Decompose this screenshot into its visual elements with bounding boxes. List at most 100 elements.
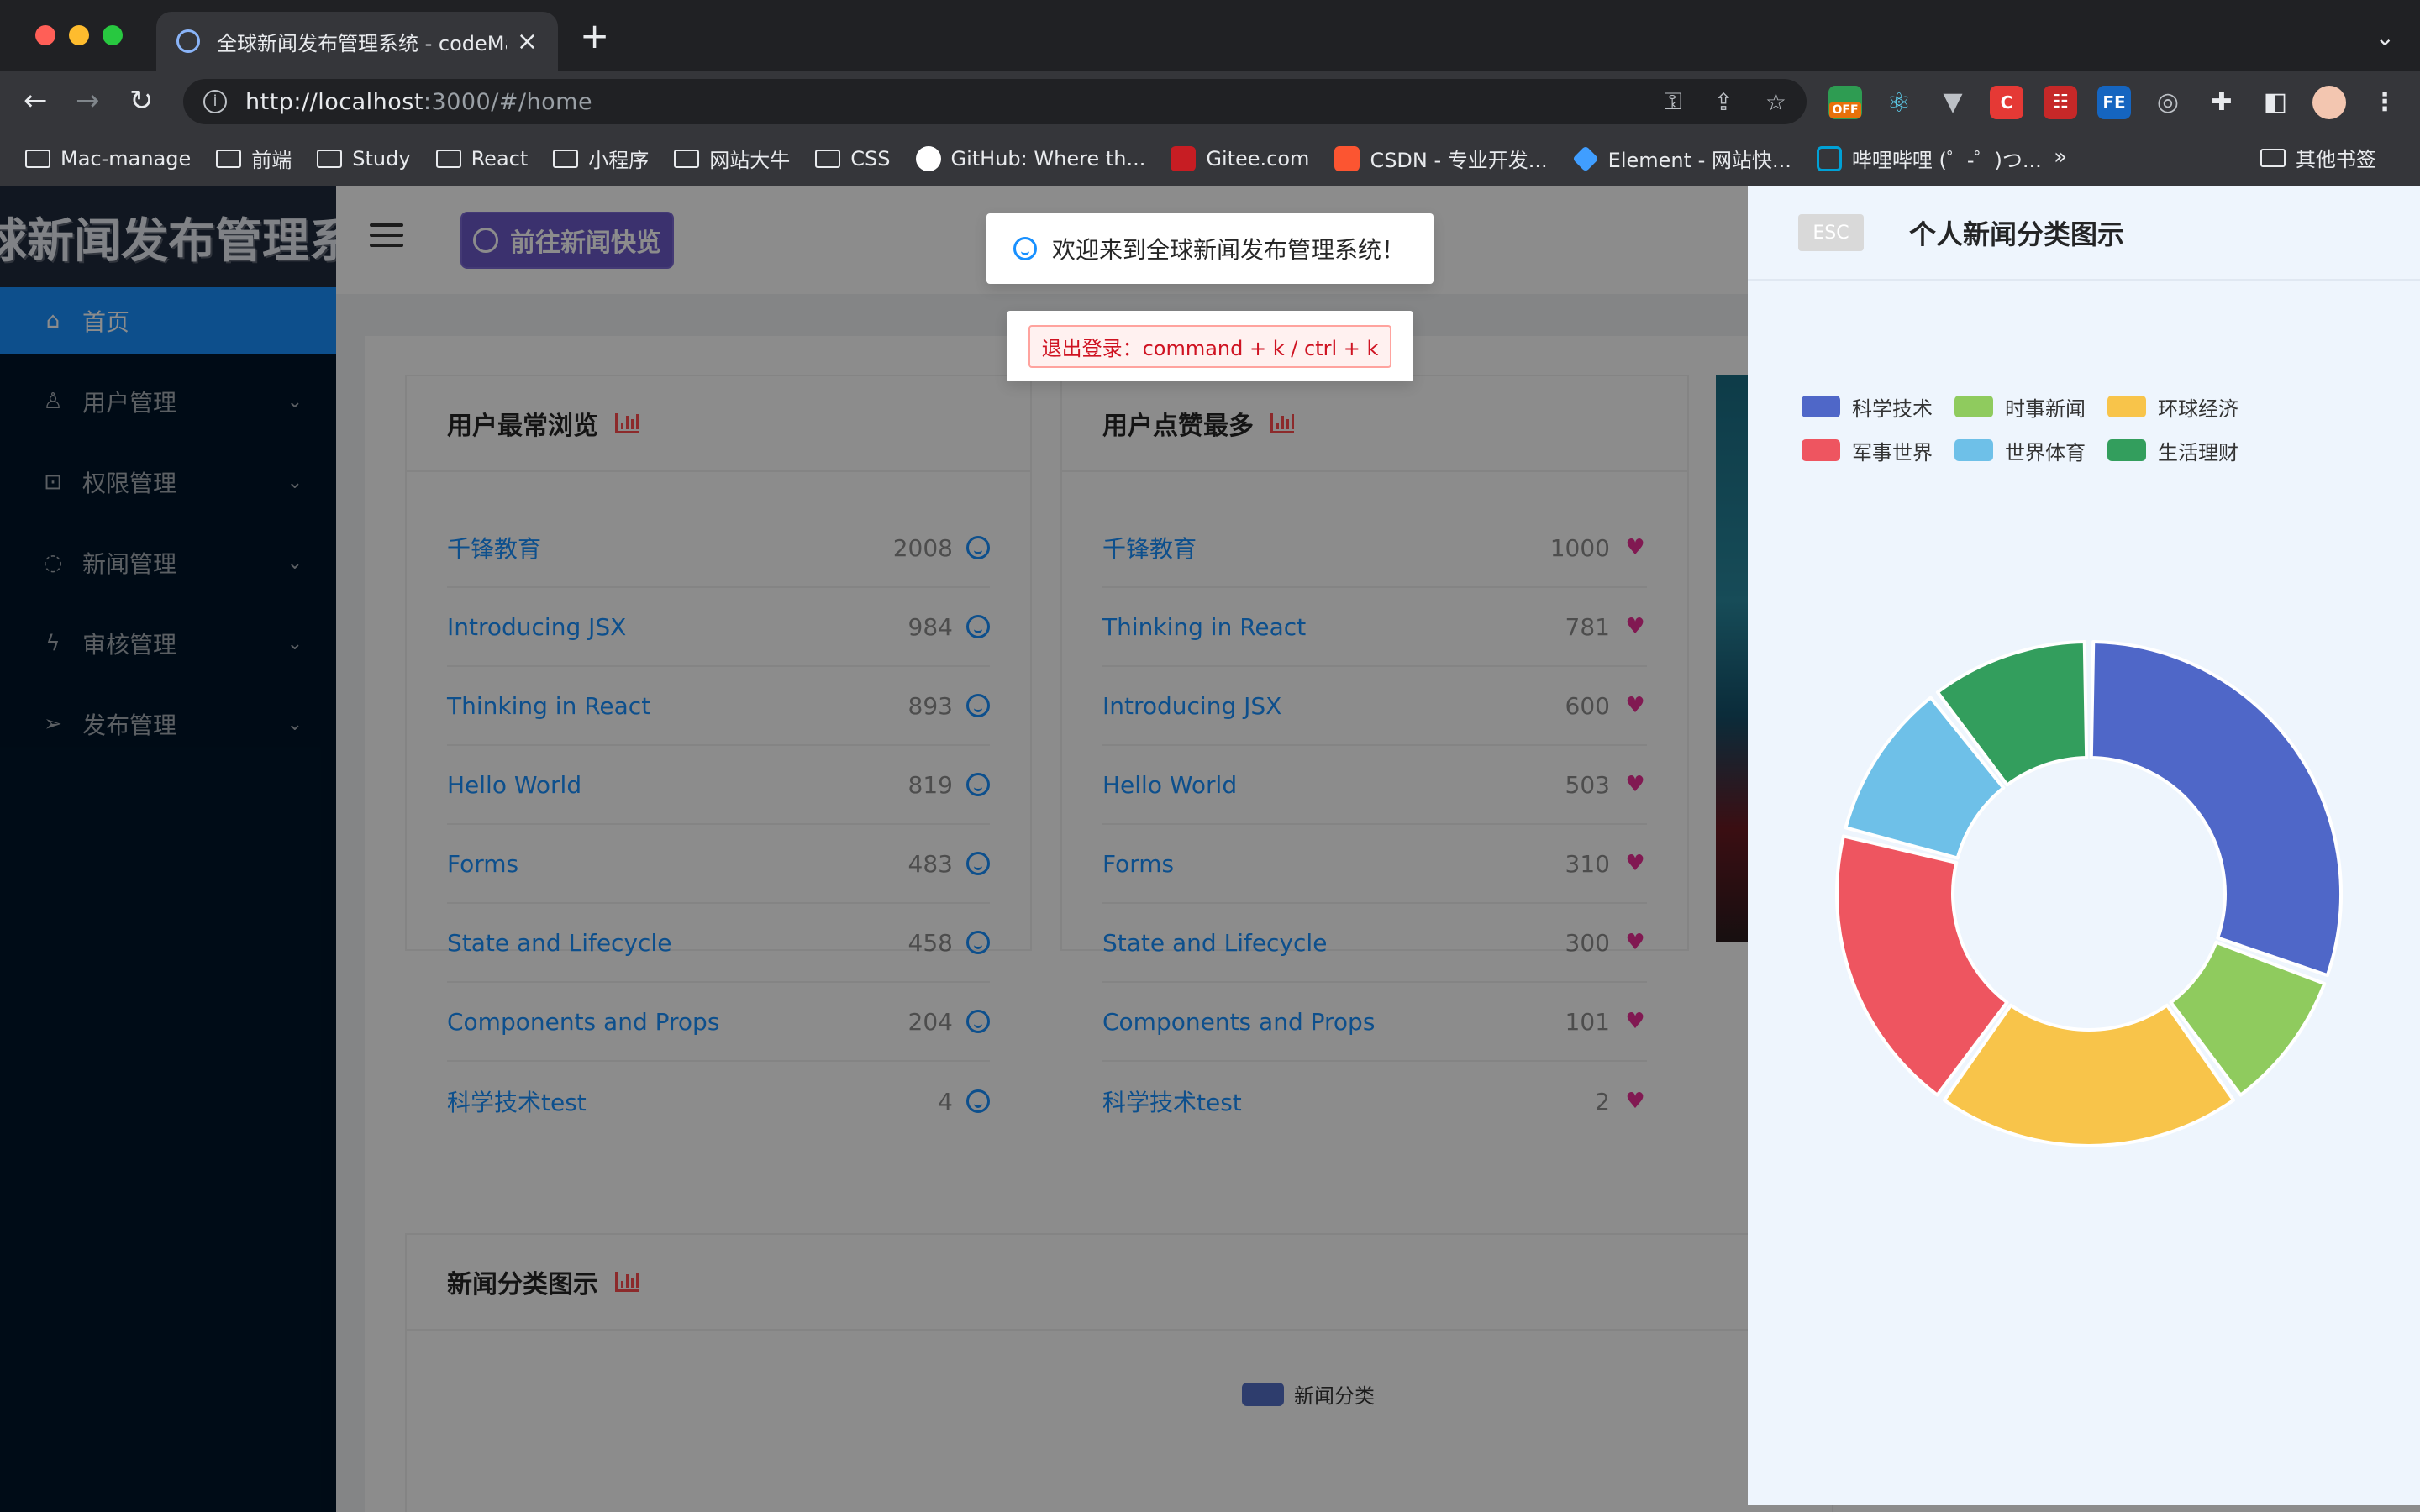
share-icon[interactable]: ⇪: [1713, 87, 1733, 116]
address-bar[interactable]: i http://localhost:3000/#/home ⚿ ⇪ ☆: [183, 79, 1807, 124]
star-icon[interactable]: ☆: [1765, 87, 1786, 116]
window-zoom-button[interactable]: [103, 25, 123, 45]
legend-item[interactable]: 世界体育: [1954, 428, 2086, 472]
sidebar-item-news[interactable]: ◌ 新闻管理 ⌄: [0, 529, 336, 596]
sidebar-item-audit[interactable]: ϟ 审核管理 ⌄: [0, 610, 336, 677]
legend-swatch: [1802, 439, 1840, 461]
bookmark-github[interactable]: GitHub: Where th...: [915, 145, 1146, 171]
news-link[interactable]: State and Lifecycle: [1102, 928, 1328, 957]
browser-tab[interactable]: 全球新闻发布管理系统 - codeMa ×: [156, 12, 558, 71]
welcome-message: 欢迎来到全球新闻发布管理系统！: [986, 213, 1434, 284]
sidebar-item-users[interactable]: ♙ 用户管理 ⌄: [0, 368, 336, 435]
news-link[interactable]: Thinking in React: [447, 691, 651, 720]
chevron-down-icon: ⌄: [287, 552, 302, 574]
news-link[interactable]: 科学技术test: [447, 1089, 587, 1116]
tab-search-icon[interactable]: ⌄: [2375, 24, 2395, 51]
forward-icon[interactable]: →: [76, 84, 100, 118]
like-count: 781: [1565, 612, 1610, 641]
news-link[interactable]: Hello World: [447, 770, 582, 799]
legend-item[interactable]: 科学技术: [1802, 385, 1933, 428]
bookmark-label: GitHub: Where th...: [950, 146, 1146, 171]
pie-slice-6[interactable]: [1935, 640, 2089, 787]
news-link[interactable]: Components and Props: [1102, 1007, 1376, 1036]
bookmark-miniprogram[interactable]: 小程序: [553, 144, 649, 173]
key-icon[interactable]: ⚿: [1664, 87, 1682, 115]
news-link[interactable]: State and Lifecycle: [447, 928, 672, 957]
bookmark-react[interactable]: React: [435, 147, 528, 171]
view-count: 893: [908, 691, 953, 720]
avatar[interactable]: [2312, 86, 2346, 119]
pie-slice-3[interactable]: [1942, 1003, 2236, 1148]
legend-item[interactable]: 环球经济: [2107, 385, 2238, 428]
bar-chart-icon: [615, 1272, 639, 1292]
heart-icon: ♥: [1625, 1089, 1645, 1114]
puzzle-red-icon[interactable]: ☷: [2044, 86, 2077, 119]
news-link[interactable]: Introducing JSX: [447, 612, 627, 641]
window-minimize-button[interactable]: [69, 25, 89, 45]
folder-icon: [553, 149, 579, 168]
go-news-button[interactable]: 前往新闻快览: [460, 212, 674, 269]
news-link[interactable]: Hello World: [1102, 770, 1238, 799]
list-item: Components and Props 204: [447, 983, 990, 1062]
bookmark-mac-manage[interactable]: Mac-manage: [25, 147, 191, 171]
sidebar-item-publish[interactable]: ➢ 发布管理 ⌄: [0, 690, 336, 758]
pie-slice-1[interactable]: [2089, 640, 2343, 978]
target-icon[interactable]: ◎: [2156, 87, 2180, 117]
welcome-text: 欢迎来到全球新闻发布管理系统！: [1052, 236, 1406, 264]
reload-icon[interactable]: ↻: [129, 84, 154, 118]
smile-icon: [966, 1089, 990, 1113]
side-panel-icon[interactable]: ◧: [2263, 87, 2288, 117]
sidebar-item-label: 权限管理: [82, 470, 177, 497]
legend-item[interactable]: 时事新闻: [1954, 385, 2086, 428]
window-close-button[interactable]: [35, 25, 55, 45]
bookmark-csdn[interactable]: CSDN - 专业开发...: [1334, 144, 1548, 173]
sidebar-item-label: 新闻管理: [82, 550, 177, 578]
pie-slice-5[interactable]: [1844, 696, 2006, 860]
pie-slice-4[interactable]: [1835, 834, 2009, 1097]
smile-icon: [966, 615, 990, 638]
news-link[interactable]: Components and Props: [447, 1007, 720, 1036]
more-menu-icon[interactable]: ⋮: [2372, 87, 2397, 117]
news-link[interactable]: 千锋教育: [447, 535, 542, 563]
news-category-legend[interactable]: 新闻分类: [1242, 1379, 1375, 1409]
bookmark-element[interactable]: Element - 网站快...: [1571, 144, 1791, 173]
news-link[interactable]: 千锋教育: [1102, 535, 1197, 563]
legend-item[interactable]: 生活理财: [2107, 428, 2238, 472]
bookmarks-overflow-icon[interactable]: »: [2054, 144, 2067, 170]
vue-devtools-icon[interactable]: ▼: [1943, 87, 1963, 117]
extensions-icon[interactable]: ✚: [2211, 87, 2233, 117]
legend-item[interactable]: 军事世界: [1802, 428, 1933, 472]
bookmark-frontend[interactable]: 前端: [216, 144, 292, 173]
bookmark-label: Gitee.com: [1206, 146, 1310, 171]
site-info-icon[interactable]: i: [203, 90, 227, 113]
new-tab-button[interactable]: +: [580, 15, 610, 56]
bookmark-css[interactable]: CSS: [815, 147, 891, 171]
news-link[interactable]: Introducing JSX: [1102, 691, 1282, 720]
fe-extension-icon[interactable]: FE: [2097, 86, 2131, 119]
bookmark-other[interactable]: 其他书签: [2260, 143, 2376, 172]
esc-close-button[interactable]: ESC: [1798, 214, 1864, 251]
legend-label: 环球经济: [2158, 396, 2238, 421]
bookmark-study[interactable]: Study: [317, 147, 411, 171]
bookmark-gitee[interactable]: Gitee.com: [1171, 145, 1310, 171]
bookmark-experts[interactable]: 网站大牛: [674, 144, 790, 173]
sidebar-item-permissions[interactable]: ⊡ 权限管理 ⌄: [0, 449, 336, 516]
csdn-extension-icon[interactable]: C: [1990, 86, 2023, 119]
react-devtools-icon[interactable]: ⚛: [1886, 87, 1912, 118]
heart-icon: ♥: [1625, 772, 1645, 797]
sidebar-item-home[interactable]: ⌂ 首页: [0, 287, 336, 354]
menu-fold-icon[interactable]: [370, 223, 403, 254]
news-link[interactable]: Forms: [447, 849, 519, 878]
tab-close-icon[interactable]: ×: [516, 26, 538, 56]
news-link[interactable]: Forms: [1102, 849, 1175, 878]
pie-slice-2[interactable]: [2169, 940, 2327, 1097]
news-link[interactable]: 科学技术test: [1102, 1089, 1242, 1116]
off-extension-icon[interactable]: OFF: [1828, 86, 1862, 119]
bookmark-bilibili[interactable]: 哔哩哔哩 (゜-゜)つ...: [1816, 144, 2042, 173]
element-icon: [1571, 144, 1599, 172]
url-text[interactable]: http://localhost:3000/#/home: [245, 89, 1632, 115]
back-icon[interactable]: ←: [24, 84, 48, 118]
news-link[interactable]: Thinking in React: [1102, 612, 1307, 641]
legend-label: 新闻分类: [1294, 1384, 1375, 1408]
drawer-header: ESC 个人新闻分类图示: [1748, 186, 2420, 281]
